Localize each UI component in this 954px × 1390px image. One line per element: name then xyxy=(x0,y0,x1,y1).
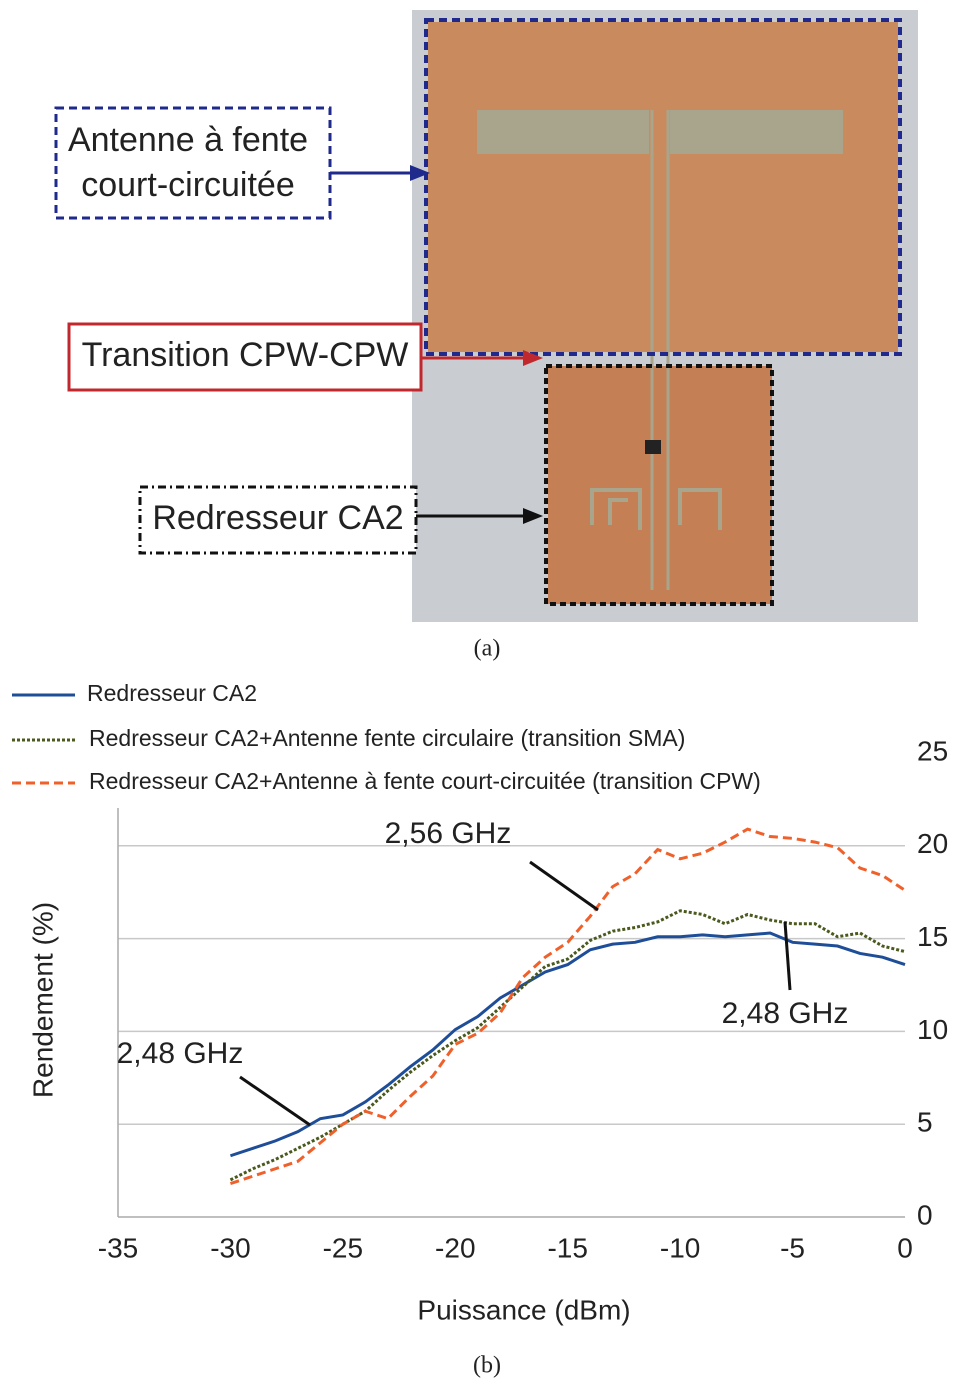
diode xyxy=(645,440,661,454)
label: Transition CPW-CPW xyxy=(82,336,409,374)
legend-label: Redresseur CA2+Antenne à fente court-cir… xyxy=(89,768,761,794)
series-line xyxy=(229,909,906,1182)
x-axis-title: Puissance (dBm) xyxy=(417,1294,630,1325)
y-tick-label: 0 xyxy=(917,1199,933,1230)
photo: Antenne à fente court-circuitée Transiti… xyxy=(54,10,918,662)
antenna-board xyxy=(428,22,898,352)
x-tick-label: -30 xyxy=(210,1232,250,1263)
y-tick-label: 5 xyxy=(917,1107,933,1138)
arrow-head xyxy=(410,165,430,181)
arrow-head xyxy=(523,508,543,524)
series-line xyxy=(229,931,906,1158)
label: Antenne à fente xyxy=(68,121,308,159)
annotation: 2,48 GHz xyxy=(117,1037,244,1070)
box xyxy=(544,364,774,606)
label: court-circuitée xyxy=(81,166,295,204)
x-tick-label: -5 xyxy=(780,1232,805,1263)
annotation-pointer xyxy=(783,921,792,991)
annotation-pointer xyxy=(239,1075,311,1127)
x-tick-label: -35 xyxy=(98,1232,138,1263)
series-line xyxy=(229,827,906,1186)
x-tick-label: 0 xyxy=(897,1232,913,1263)
slot xyxy=(477,110,649,154)
y-tick-label: 25 xyxy=(917,735,948,766)
x-tick-label: -10 xyxy=(660,1232,700,1263)
rectifier-board xyxy=(548,366,772,604)
legend-label: Redresseur CA2+Antenne fente circulaire … xyxy=(89,725,685,751)
annotation-pointer xyxy=(529,860,599,912)
y-tick-label: 10 xyxy=(917,1014,948,1045)
y-tick-label: 20 xyxy=(917,828,948,859)
x-tick-label: -25 xyxy=(323,1232,363,1263)
label-box xyxy=(54,106,332,220)
label-box xyxy=(138,485,418,555)
x-tick-label: -20 xyxy=(435,1232,475,1263)
stub xyxy=(590,488,722,530)
caption: (a) xyxy=(474,636,501,662)
arrow-head xyxy=(523,350,543,366)
y-tick-label: 15 xyxy=(917,921,948,952)
caption: (b) xyxy=(473,1353,501,1379)
slot xyxy=(670,110,843,154)
legend-label: Redresseur CA2 xyxy=(87,680,257,706)
annotation: 2,56 GHz xyxy=(385,817,512,850)
x-tick-label: -15 xyxy=(547,1232,587,1263)
label: Redresseur CA2 xyxy=(152,499,403,537)
annotation: 2,48 GHz xyxy=(722,997,849,1030)
y-axis-title: Rendement (%) xyxy=(27,902,58,1098)
box xyxy=(424,18,902,356)
